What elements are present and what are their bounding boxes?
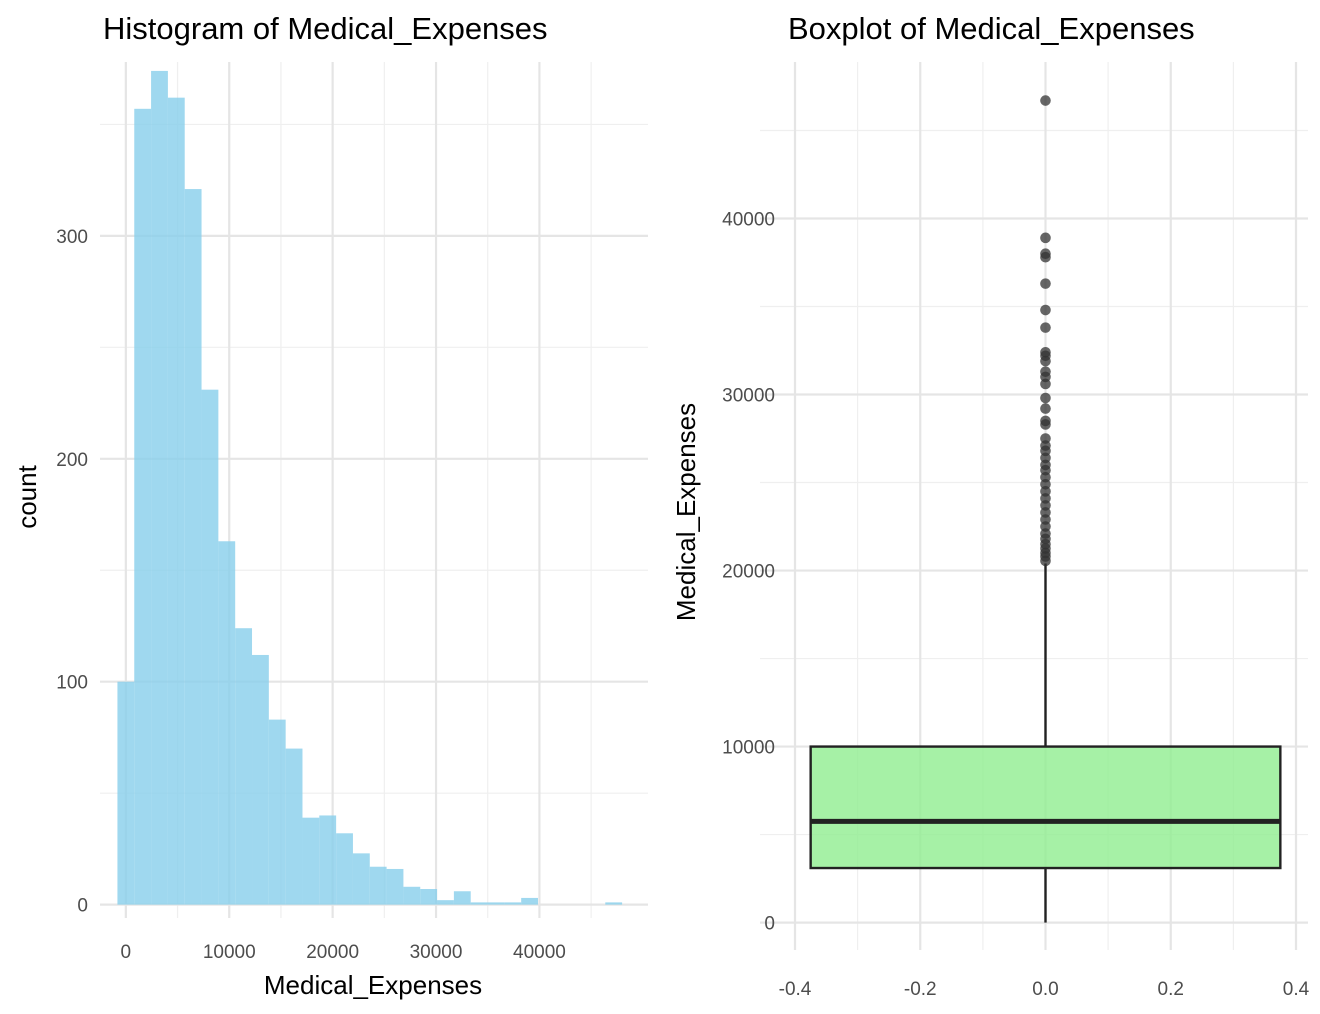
histogram-bar xyxy=(167,97,185,905)
histogram-bar xyxy=(184,189,202,905)
histogram-y-tick-label: 100 xyxy=(56,673,88,694)
boxplot-title: Boxplot of Medical_Expenses xyxy=(788,11,1195,46)
histogram-bar xyxy=(352,853,370,905)
boxplot-outliers xyxy=(1040,95,1051,567)
histogram-bar xyxy=(504,902,522,905)
histogram-bar xyxy=(453,891,471,905)
histogram-bar xyxy=(403,886,421,905)
histogram-bar xyxy=(201,389,219,905)
histogram-bar xyxy=(369,866,387,905)
histogram-bar xyxy=(386,868,404,905)
boxplot-outlier-point xyxy=(1040,304,1051,316)
boxplot-y-tick-label: 30000 xyxy=(722,386,775,407)
boxplot-x-tick-label: 0.4 xyxy=(1283,979,1310,1000)
histogram-bar xyxy=(285,748,303,905)
boxplot-y-tick-label: 40000 xyxy=(722,209,775,230)
boxplot-outlier-point xyxy=(1040,248,1051,260)
histogram-x-tick-label: 20000 xyxy=(306,942,359,963)
boxplot-outlier-point xyxy=(1040,95,1051,106)
boxplot-box xyxy=(809,745,1282,870)
boxplot-x-tick-label: 0.2 xyxy=(1158,979,1184,1000)
histogram-bar xyxy=(470,902,488,905)
histogram-bar xyxy=(235,628,253,905)
histogram-bar xyxy=(151,70,168,905)
boxplot-y-axis-title: Medical_Expenses xyxy=(671,403,701,621)
histogram-y-tick-labels: 0 100 200 300 xyxy=(56,227,88,917)
histogram-title: Histogram of Medical_Expenses xyxy=(103,11,548,46)
histogram-panel: 0 10000 20000 30000 40000 0 100 200 300 Histogr… xyxy=(12,11,648,1000)
boxplot-outlier-point xyxy=(1040,366,1051,377)
histogram-y-tick-label: 200 xyxy=(56,450,88,471)
boxplot-y-tick-label: 10000 xyxy=(722,738,775,759)
histogram-bar xyxy=(252,654,269,905)
histogram-x-tick-label: 10000 xyxy=(203,942,256,963)
histogram-x-tick-label: 30000 xyxy=(410,942,463,963)
histogram-bar xyxy=(117,681,135,905)
boxplot-outlier-point xyxy=(1040,322,1051,333)
histogram-x-tick-label: 40000 xyxy=(513,942,566,963)
boxplot-y-tick-labels: 0 10000 20000 30000 40000 xyxy=(722,209,775,934)
histogram-bar xyxy=(487,902,505,905)
histogram-y-tick-label: 300 xyxy=(56,227,88,248)
histogram-bar xyxy=(268,719,286,905)
histogram-bar xyxy=(134,108,152,905)
boxplot-x-tick-labels: -0.4 -0.2 0.0 0.2 0.4 xyxy=(779,979,1310,1000)
histogram-x-tick-labels: 0 10000 20000 30000 40000 xyxy=(121,942,566,963)
histogram-bar xyxy=(319,815,337,905)
boxplot-x-tick-label: -0.4 xyxy=(779,979,812,1000)
histogram-bar xyxy=(302,817,320,905)
boxplot-outlier-point xyxy=(1040,232,1051,244)
boxplot-outlier-point xyxy=(1040,392,1051,404)
boxplot-y-tick-label: 0 xyxy=(764,914,775,935)
histogram-bars xyxy=(117,70,623,905)
boxplot-marks xyxy=(809,563,1282,923)
histogram-bar xyxy=(420,889,438,905)
boxplot-outlier-point xyxy=(1040,415,1051,427)
boxplot-x-tick-label: -0.2 xyxy=(904,979,937,1000)
boxplot-outlier-point xyxy=(1040,403,1051,414)
boxplot-panel: -0.4 -0.2 0.0 0.2 0.4 010000200003000040000 … xyxy=(671,11,1310,1000)
histogram-bar xyxy=(336,833,353,905)
boxplot-x-tick-label: 0.0 xyxy=(1032,979,1058,1000)
histogram-bar xyxy=(605,902,623,905)
histogram-x-tick-label: 0 xyxy=(121,942,132,963)
histogram-bar xyxy=(521,897,538,905)
histogram-y-tick-label: 0 xyxy=(77,896,88,917)
boxplot-outlier-point xyxy=(1040,433,1051,444)
histogram-bar xyxy=(437,900,454,905)
histogram-bar xyxy=(218,541,236,905)
histogram-x-axis-title: Medical_Expenses xyxy=(264,970,482,1000)
boxplot-outlier-point xyxy=(1040,278,1051,289)
histogram-y-axis-title: count xyxy=(12,464,42,528)
boxplot-y-tick-label: 20000 xyxy=(722,562,775,583)
boxplot-outlier-point xyxy=(1040,346,1051,358)
